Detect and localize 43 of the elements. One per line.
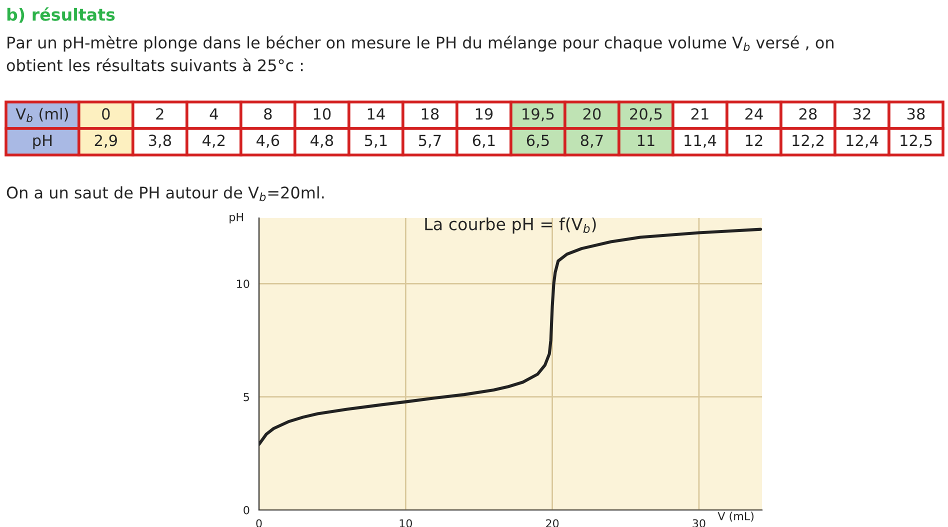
text: V$_{b}$ (ml) [16,108,68,122]
category-label: 10 [314,108,331,120]
y-tick-label: 10 [237,280,250,288]
category-label: 20,5 [630,108,662,122]
y-tick-label: 0 [244,506,250,514]
text: 8,7 [580,134,603,148]
category-label: 28 [799,108,817,120]
text: 4,6 [256,134,280,148]
text: 12,4 [846,134,878,148]
text: Par un pH-mètre plonge dans le bécher on mesure le PH du mélange pour chaque volume V$_{b}$ versé , on obtient les résultats suivants à 25°c : [6,36,834,72]
text: 12 [746,134,762,146]
text: On a un saut de PH autour de V$_{b}$=20ml. [6,186,324,202]
category-label: 19 [476,108,493,120]
category-label: 24 [745,108,763,120]
text: 5,1 [364,134,387,148]
category-label: 0 [102,108,110,120]
text: 4,8 [310,134,334,148]
y-axis-title: pH [230,212,243,224]
category-label: 38 [907,108,925,120]
x-axis-title: V (mL) [718,512,754,522]
category-label: 32 [853,108,870,120]
text: 11 [638,134,654,146]
text: pH [33,134,52,150]
text: 11,4 [684,134,716,148]
category-label: 4 [210,108,218,120]
category-label: 14 [368,108,385,120]
category-label: 8 [264,108,272,120]
chart-title: La courbe pH = f(V$_{b}$) [425,217,596,234]
text: 6,1 [472,134,495,148]
text: 12,2 [792,134,824,148]
category-label: 20 [583,108,601,120]
text: 6,5 [526,134,549,148]
text: b) résultats [7,7,115,23]
text: 12,5 [900,134,932,148]
text: 4,2 [202,134,225,148]
category-label: 2 [156,108,164,120]
text: 2,9 [94,134,117,148]
y-tick-label: 5 [244,392,249,402]
text: 5,7 [418,134,441,148]
category-label: 21 [691,108,708,120]
category-label: 18 [422,108,439,120]
text: 3,8 [148,134,172,148]
category-label: 19,5 [522,108,554,122]
